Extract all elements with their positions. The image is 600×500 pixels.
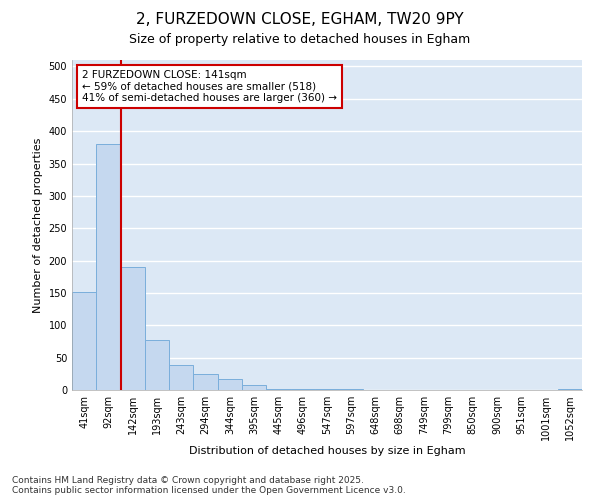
Text: Contains HM Land Registry data © Crown copyright and database right 2025.
Contai: Contains HM Land Registry data © Crown c… <box>12 476 406 495</box>
Bar <box>96 144 121 390</box>
Text: 2, FURZEDOWN CLOSE, EGHAM, TW20 9PY: 2, FURZEDOWN CLOSE, EGHAM, TW20 9PY <box>136 12 464 28</box>
Text: Size of property relative to detached houses in Egham: Size of property relative to detached ho… <box>130 32 470 46</box>
X-axis label: Distribution of detached houses by size in Egham: Distribution of detached houses by size … <box>188 446 466 456</box>
Bar <box>121 267 145 390</box>
Bar <box>193 374 218 390</box>
Text: 2 FURZEDOWN CLOSE: 141sqm
← 59% of detached houses are smaller (518)
41% of semi: 2 FURZEDOWN CLOSE: 141sqm ← 59% of detac… <box>82 70 337 103</box>
Bar <box>218 379 242 390</box>
Bar <box>145 340 169 390</box>
Bar <box>242 386 266 390</box>
Y-axis label: Number of detached properties: Number of detached properties <box>33 138 43 312</box>
Bar <box>169 366 193 390</box>
Bar <box>266 388 290 390</box>
Bar <box>72 292 96 390</box>
